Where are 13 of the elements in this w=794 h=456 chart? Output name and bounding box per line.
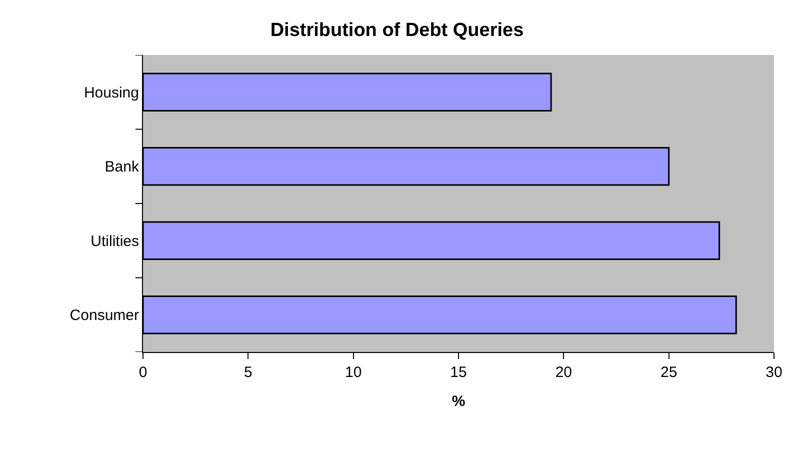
x-tick-label: 0: [138, 364, 148, 381]
x-tick-label: 15: [450, 364, 467, 381]
x-tick-label: 10: [344, 364, 362, 381]
chart-title: Distribution of Debt Queries: [270, 20, 524, 42]
y-tick-label: Utilities: [90, 232, 139, 250]
x-tick-label: 5: [244, 364, 252, 381]
x-axis-title: %: [452, 393, 466, 410]
x-tick-label: 20: [555, 364, 572, 381]
x-tick-label: 30: [766, 364, 782, 381]
y-tick-label: Bank: [104, 158, 140, 176]
y-tick-label: Housing: [84, 84, 139, 102]
x-tick-label: 25: [660, 364, 678, 381]
y-tick-label: Consumer: [70, 307, 139, 324]
